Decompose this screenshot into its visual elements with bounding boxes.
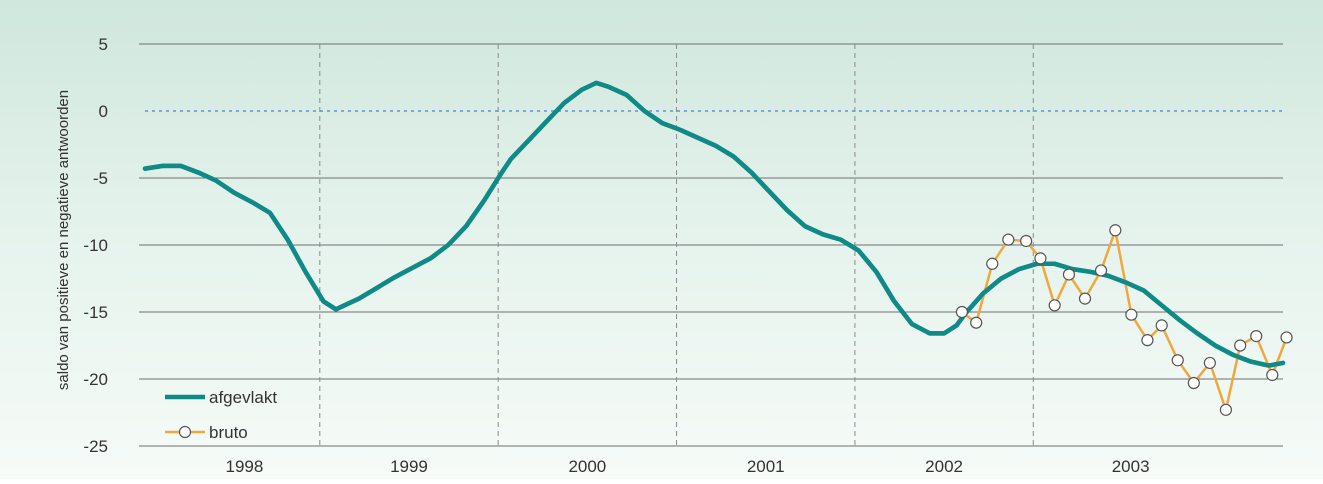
legend-label: bruto [209,423,248,442]
data-point-bruto [1266,368,1279,382]
y-tick-label: 5 [99,35,108,54]
legend: afgevlakt bruto [165,388,277,442]
series [142,80,1293,416]
data-point-bruto [1002,233,1015,246]
data-point-bruto [1187,376,1200,390]
data-point-bruto [970,316,983,329]
x-tick-label: 2003 [1112,457,1150,476]
data-point-bruto [1250,330,1263,343]
y-tick-label: -10 [83,236,108,255]
y-axis-label: saldo van positieve en negatieve antwoor… [55,90,72,390]
legend-marker-bruto [178,425,192,439]
data-point-bruto [986,257,999,270]
data-point-bruto [1155,319,1168,332]
data-point-bruto [1048,299,1061,312]
y-tick-label: -20 [83,370,108,389]
data-point-bruto [1034,252,1047,265]
data-point-bruto [1020,234,1033,248]
data-point-bruto [1141,334,1154,347]
data-point-bruto [1078,292,1092,305]
y-tick-label: -25 [83,437,108,456]
legend-label: afgevlakt [209,388,277,407]
data-point-bruto [1109,224,1122,237]
axes: 5 0 -5 -10 -15 -20 -25 1998 1999 2000 2001 2002 2003 [83,35,1149,476]
x-tick-label: 2002 [925,457,963,476]
data-point-bruto [1219,403,1233,416]
data-point-bruto [955,305,969,319]
data-point-bruto [1234,339,1247,352]
y-tick-label: -5 [93,169,108,188]
series-line-bruto [961,229,1288,412]
series-line-afgevlakt-overlay [142,80,1286,368]
data-point-bruto [1094,264,1108,277]
x-tick-label: 2000 [568,457,606,476]
x-tick-label: 2001 [747,457,785,476]
y-tick-label: 0 [99,102,108,121]
x-tick-label: 1998 [225,457,263,476]
grid [139,43,1283,447]
data-point-bruto [1062,268,1076,281]
y-tick-label: -15 [83,303,108,322]
data-point-bruto [1125,308,1138,321]
data-point-bruto [1203,356,1216,370]
data-point-bruto [1171,354,1184,367]
data-point-bruto [1280,331,1293,344]
x-tick-label: 1999 [390,457,428,476]
